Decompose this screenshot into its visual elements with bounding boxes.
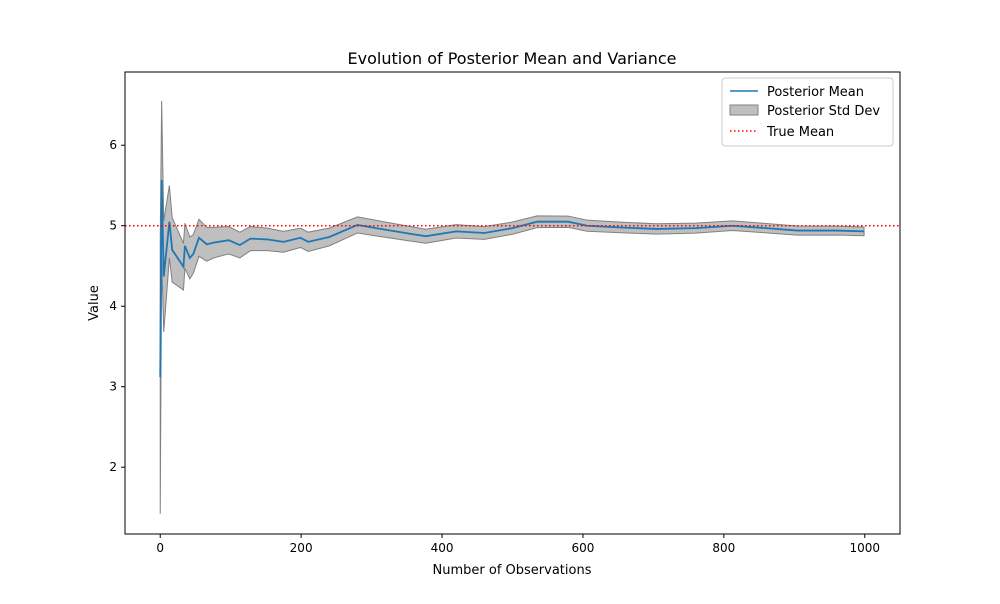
x-tick-label: 0 — [156, 541, 164, 555]
legend-true-label: True Mean — [766, 125, 834, 140]
x-axis-label: Number of Observations — [433, 563, 592, 578]
legend-mean-label: Posterior Mean — [767, 85, 864, 100]
plot-area — [125, 100, 900, 514]
x-tick-label: 800 — [712, 541, 735, 555]
chart-title: Evolution of Posterior Mean and Variance — [348, 49, 677, 68]
posterior-mean-line — [159, 179, 865, 378]
legend: Posterior Mean Posterior Std Dev True Me… — [721, 77, 894, 147]
legend-box — [721, 77, 894, 147]
y-tick-label: 3 — [109, 380, 117, 394]
legend-std-label: Posterior Std Dev — [767, 104, 880, 119]
y-tick-label: 4 — [109, 299, 117, 313]
legend-std-swatch — [729, 104, 759, 116]
y-ticks: 2 3 4 5 6 — [109, 138, 125, 474]
y-tick-label: 2 — [109, 460, 117, 474]
y-tick-label: 6 — [109, 138, 117, 152]
x-tick-label: 1000 — [849, 541, 880, 555]
x-tick-label: 200 — [290, 541, 313, 555]
x-tick-label: 400 — [431, 541, 454, 555]
y-axis-label: Value — [87, 285, 102, 321]
x-ticks: 0 200 400 600 800 1000 — [156, 534, 880, 555]
axes-frame — [124, 71, 901, 535]
x-tick-label: 600 — [572, 541, 595, 555]
std-dev-band — [159, 100, 865, 514]
y-tick-label: 5 — [109, 219, 117, 233]
